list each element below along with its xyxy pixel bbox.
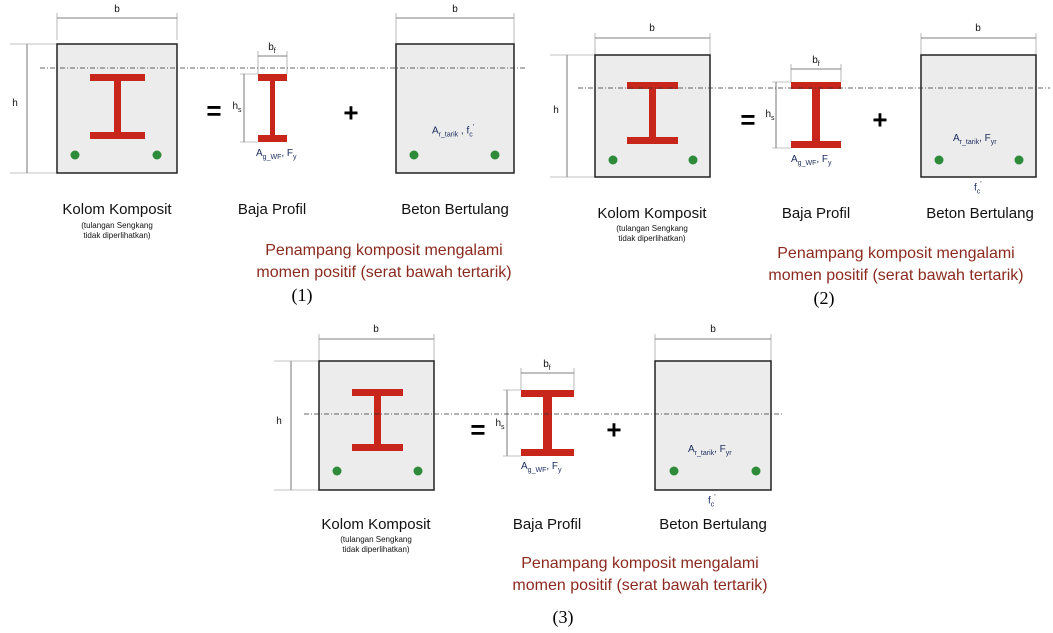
diagram-panel-2: b h bf hs b = + Ag_WF, Fy Ar_tarik, Fyr … — [538, 0, 1053, 315]
steel-title: Baja Profil — [781, 205, 851, 222]
concrete-properties-label: Ar_tarik, Fyr — [953, 133, 997, 146]
rebar-dot — [70, 150, 80, 160]
rebar-dot — [332, 466, 342, 476]
composite-note-line2: tidak diperlihatkan) — [83, 231, 151, 240]
dimension-b-label: b — [649, 23, 655, 34]
steel-wf-profile — [521, 390, 574, 456]
panel-2-drawing — [550, 33, 1050, 178]
panel-number: (1) — [291, 285, 313, 305]
rebar-dot — [751, 466, 761, 476]
composite-steel-wf-profile — [627, 82, 678, 144]
composite-title: Kolom Komposit — [321, 516, 431, 533]
dimension-bf-label: bf — [268, 42, 276, 55]
caption-line1: Penampang komposit mengalami — [521, 555, 759, 572]
composite-steel-wf-profile — [90, 74, 145, 139]
dimension-h-label: h — [553, 105, 559, 116]
composite-note-line1: (tulangan Sengkang — [616, 224, 688, 233]
dimension-bf-label: bf — [543, 359, 551, 372]
dimension-b-label: b — [114, 4, 120, 15]
steel-title: Baja Profil — [512, 516, 582, 533]
plus-sign: + — [872, 104, 888, 135]
composite-note-line1: (tulangan Sengkang — [340, 535, 412, 544]
composite-note-line2: tidak diperlihatkan) — [618, 234, 686, 243]
composite-note-line2: tidak diperlihatkan) — [342, 545, 410, 554]
steel-title: Baja Profil — [237, 201, 307, 218]
concrete-title: Beton Bertulang — [401, 201, 509, 218]
composite-steel-wf-profile — [352, 389, 403, 451]
concrete-properties-label: Ar_tarik, Fyr — [688, 444, 732, 457]
caption-line1: Penampang komposit mengalami — [777, 245, 1015, 262]
equals-sign: = — [470, 414, 486, 445]
caption: Penampang komposit mengalami momen posit… — [512, 553, 767, 597]
dimension-h-label: h — [276, 416, 282, 427]
concrete-title: Beton Bertulang — [659, 516, 767, 533]
rebar-dot — [1014, 155, 1024, 165]
diagram-panel-1: b h bf hs b = + Ag_WF, Fy Ar_tarik , fc'… — [0, 0, 530, 315]
steel-wf-profile — [791, 82, 841, 148]
caption-line1: Penampang komposit mengalami — [265, 242, 503, 259]
caption-line2: momen positif (serat bawah tertarik) — [512, 577, 768, 594]
caption: Penampang komposit mengalami momen posit… — [256, 240, 511, 284]
diagram-panel-3: b h bf hs b = + Ag_WF, Fy Ar_tarik, Fyr … — [262, 318, 802, 633]
steel-properties-label: Ag_WF, Fy — [256, 148, 297, 161]
dimension-b-label: b — [373, 324, 379, 335]
rebar-dot — [608, 155, 618, 165]
plus-sign: + — [343, 97, 359, 128]
panel-number: (3) — [552, 607, 574, 627]
fc-label: fc' — [708, 494, 716, 509]
dimension-b-label: b — [710, 324, 716, 335]
equals-sign: = — [206, 95, 222, 126]
concrete-properties-label: Ar_tarik , fc' — [432, 124, 475, 139]
rebar-dot — [409, 150, 419, 160]
panel-number: (2) — [813, 288, 835, 308]
rebar-dot — [688, 155, 698, 165]
concrete-title: Beton Bertulang — [926, 205, 1034, 222]
caption-line2: momen positif (serat bawah tertarik) — [256, 264, 512, 281]
dimension-h-label: h — [12, 98, 18, 109]
dimension-hs-label: hs — [232, 101, 242, 114]
panel-3-drawing — [274, 334, 784, 491]
rebar-dot — [490, 150, 500, 160]
panel-1-drawing — [10, 13, 525, 174]
caption-line2: momen positif (serat bawah tertarik) — [768, 267, 1024, 284]
caption: Penampang komposit mengalami momen posit… — [768, 243, 1023, 287]
dimension-hs-label: hs — [765, 109, 775, 122]
plus-sign: + — [606, 414, 622, 445]
fc-label: fc' — [974, 181, 982, 196]
dimension-b-label: b — [452, 4, 458, 15]
steel-properties-label: Ag_WF, Fy — [791, 154, 832, 167]
dimension-hs-label: hs — [495, 418, 505, 431]
equals-sign: = — [740, 104, 756, 135]
rebar-dot — [934, 155, 944, 165]
steel-properties-label: Ag_WF, Fy — [521, 461, 562, 474]
dimension-b-label: b — [975, 23, 981, 34]
rebar-dot — [413, 466, 423, 476]
rebar-dot — [152, 150, 162, 160]
steel-wf-profile — [258, 74, 287, 142]
rebar-dot — [669, 466, 679, 476]
composite-title: Kolom Komposit — [597, 205, 707, 222]
dimension-bf-label: bf — [812, 55, 820, 68]
composite-title: Kolom Komposit — [62, 201, 172, 218]
composite-note-line1: (tulangan Sengkang — [81, 221, 153, 230]
